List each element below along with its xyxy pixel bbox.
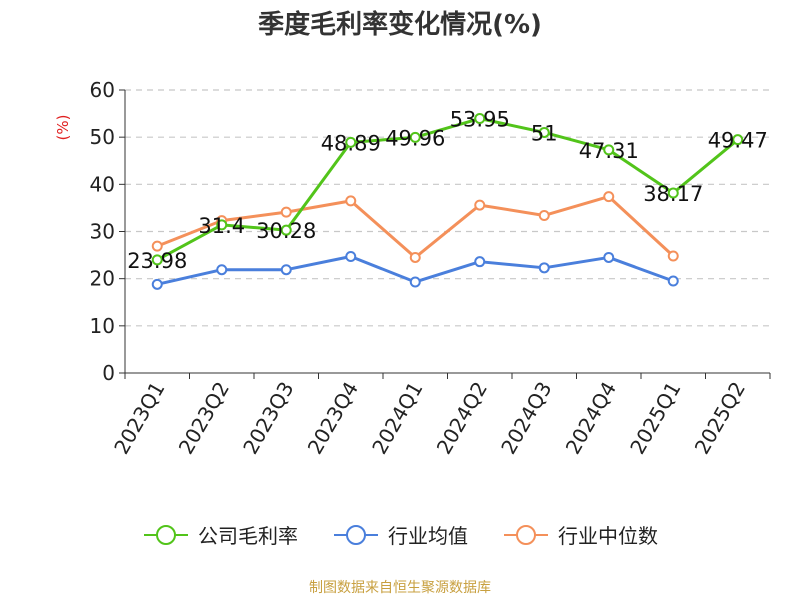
y-tick-label: 0: [102, 361, 115, 385]
legend-swatch: [334, 524, 378, 545]
data-point: [474, 256, 486, 268]
data-point: [667, 187, 679, 199]
x-tick-label: 2024Q1: [367, 378, 427, 459]
legend-swatch: [504, 524, 548, 545]
data-point: [538, 209, 550, 221]
data-point: [280, 224, 292, 236]
source-note: 制图数据来自恒生聚源数据库: [309, 580, 491, 596]
y-tick-label: 40: [90, 172, 115, 196]
series-line: [156, 117, 739, 262]
x-tick-label: 2025Q2: [690, 378, 750, 459]
x-tick-label: 2024Q3: [496, 378, 556, 459]
data-point: [409, 276, 421, 288]
chart-title: 季度毛利率变化情况(%): [258, 10, 542, 40]
data-point: [409, 251, 421, 263]
legend-label: 公司毛利率: [198, 524, 298, 548]
legend: 公司毛利率 行业均值 行业中位数: [0, 520, 800, 549]
data-point: [409, 131, 421, 143]
data-point: [667, 275, 679, 287]
data-point: [151, 240, 163, 252]
data-point: [216, 264, 228, 276]
data-point: [603, 191, 615, 203]
data-point: [538, 126, 550, 138]
data-point: [216, 219, 228, 231]
data-point: [474, 113, 486, 125]
x-tick-label: 2025Q1: [625, 378, 685, 459]
x-tick-label: 2024Q2: [432, 378, 492, 459]
x-tick-label: 2023Q2: [174, 378, 234, 459]
data-label: 49.96: [385, 126, 445, 150]
legend-item: 行业均值: [332, 520, 468, 549]
data-point: [538, 262, 550, 274]
data-label: 38.17: [643, 182, 703, 206]
legend-label: 行业中位数: [558, 524, 658, 548]
legend-swatch: [144, 524, 188, 545]
data-point: [151, 278, 163, 290]
data-label: 51: [531, 121, 558, 145]
data-label: 53.95: [450, 108, 510, 132]
y-tick-label: 50: [90, 125, 115, 149]
y-tick-label: 60: [90, 78, 115, 102]
x-tick-label: 2023Q4: [303, 378, 363, 459]
data-label: 47.31: [579, 139, 639, 163]
data-label: 30.28: [256, 219, 316, 243]
data-point: [151, 254, 163, 266]
data-point: [603, 251, 615, 263]
x-tick-label: 2023Q3: [238, 378, 298, 459]
data-point: [603, 144, 615, 156]
data-label: 31.4: [198, 214, 245, 238]
data-point: [732, 134, 744, 146]
y-tick-label: 10: [90, 314, 115, 338]
data-point: [280, 264, 292, 276]
legend-item: 公司毛利率: [142, 520, 298, 549]
y-axis-label: (%): [54, 115, 72, 141]
data-label: 23.98: [127, 249, 187, 273]
data-point: [345, 195, 357, 207]
x-tick-label: 2023Q1: [109, 378, 169, 459]
data-label: 48.89: [321, 131, 381, 155]
data-point: [345, 250, 357, 262]
y-tick-label: 20: [90, 267, 115, 291]
data-point: [345, 136, 357, 148]
y-tick-label: 30: [90, 220, 115, 244]
data-point: [280, 206, 292, 218]
data-point: [474, 199, 486, 211]
x-tick-label: 2024Q4: [561, 378, 621, 459]
data-point: [667, 250, 679, 262]
series-group: [151, 113, 744, 290]
data-label: 49.47: [708, 129, 768, 153]
legend-label: 行业均值: [388, 524, 468, 548]
legend-item: 行业中位数: [502, 520, 658, 549]
grid-lines: [125, 89, 770, 327]
